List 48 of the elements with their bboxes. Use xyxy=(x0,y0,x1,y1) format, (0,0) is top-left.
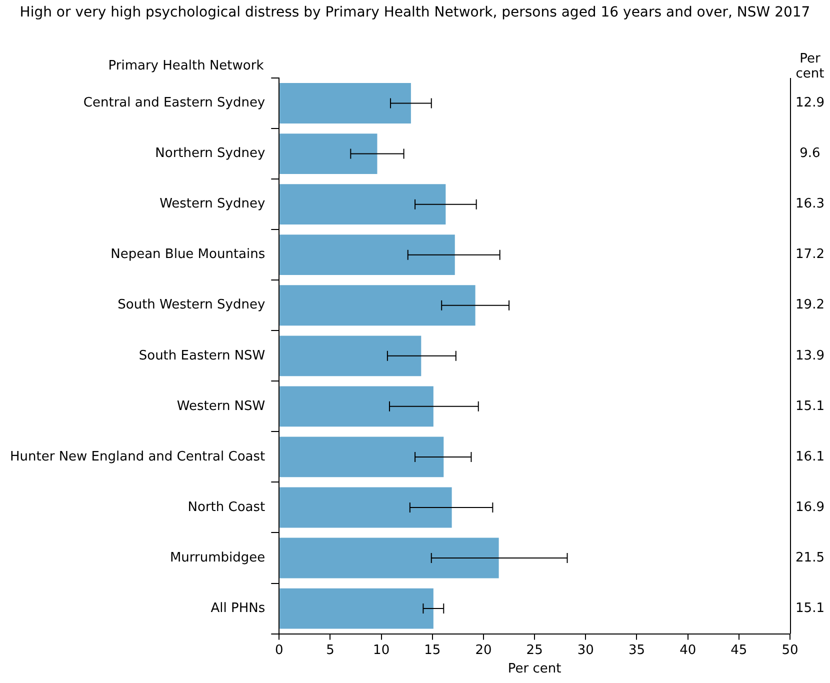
x-tick-label: 35 xyxy=(628,642,646,658)
bar xyxy=(280,588,434,629)
x-tick-label: 15 xyxy=(424,642,441,658)
text: Per cent xyxy=(796,51,824,82)
x-tick-label: 10 xyxy=(373,642,390,658)
data-label: 19.2 xyxy=(796,298,824,313)
y-tick-label: Murrumbidgee xyxy=(170,550,266,566)
y-tick-label: Western Sydney xyxy=(160,196,266,212)
y-tick-label: Nepean Blue Mountains xyxy=(110,247,266,262)
y-tick-label: South Western Sydney xyxy=(118,298,266,313)
y-tick-label: Northern Sydney xyxy=(155,146,266,162)
bar xyxy=(280,234,455,276)
data-label: 12.9 xyxy=(796,96,824,111)
bar xyxy=(280,184,446,225)
data-label: 15.1 xyxy=(796,600,824,616)
x-tick-label: 25 xyxy=(526,642,543,658)
y-tick-label: All PHNs xyxy=(210,600,266,616)
bar xyxy=(280,487,452,528)
x-tick-label: 50 xyxy=(782,642,798,658)
x-tick-label: 40 xyxy=(680,642,696,658)
y-tick-label: South Eastern NSW xyxy=(138,348,266,364)
bar xyxy=(280,386,434,427)
data-label: 13.9 xyxy=(796,348,824,364)
data-label: 21.5 xyxy=(796,550,824,566)
bar xyxy=(280,285,476,326)
chart-title: High or very high psychological distress by Primary Health Network, persons aged 16 years and over, NSW 2017 xyxy=(20,4,810,21)
bar xyxy=(280,436,444,478)
data-label: 16.3 xyxy=(796,196,824,212)
x-axis-title: Per cent xyxy=(508,662,562,677)
y-tick-label: Western NSW xyxy=(176,398,266,414)
bar xyxy=(280,134,378,174)
x-tick-label: 5 xyxy=(326,642,334,658)
data-label: 17.2 xyxy=(796,247,824,262)
x-tick-label: 0 xyxy=(275,642,284,658)
data-label: 16.1 xyxy=(796,449,824,464)
y-axis-title: Primary Health Network xyxy=(108,58,264,74)
y-tick-label: Hunter New England and Central Coast xyxy=(10,449,266,464)
data-label: 15.1 xyxy=(796,398,824,414)
bar xyxy=(280,83,411,124)
data-label: 16.9 xyxy=(796,500,824,515)
y-tick-label: Central and Eastern Sydney xyxy=(83,96,266,111)
x-tick-label: 30 xyxy=(577,642,594,658)
data-label: 9.6 xyxy=(800,146,820,162)
bar xyxy=(280,336,422,376)
x-tick-label: 20 xyxy=(475,642,492,658)
x-tick-label: 45 xyxy=(730,642,748,658)
bar xyxy=(280,538,499,578)
y-tick-label: North Coast xyxy=(188,500,266,515)
